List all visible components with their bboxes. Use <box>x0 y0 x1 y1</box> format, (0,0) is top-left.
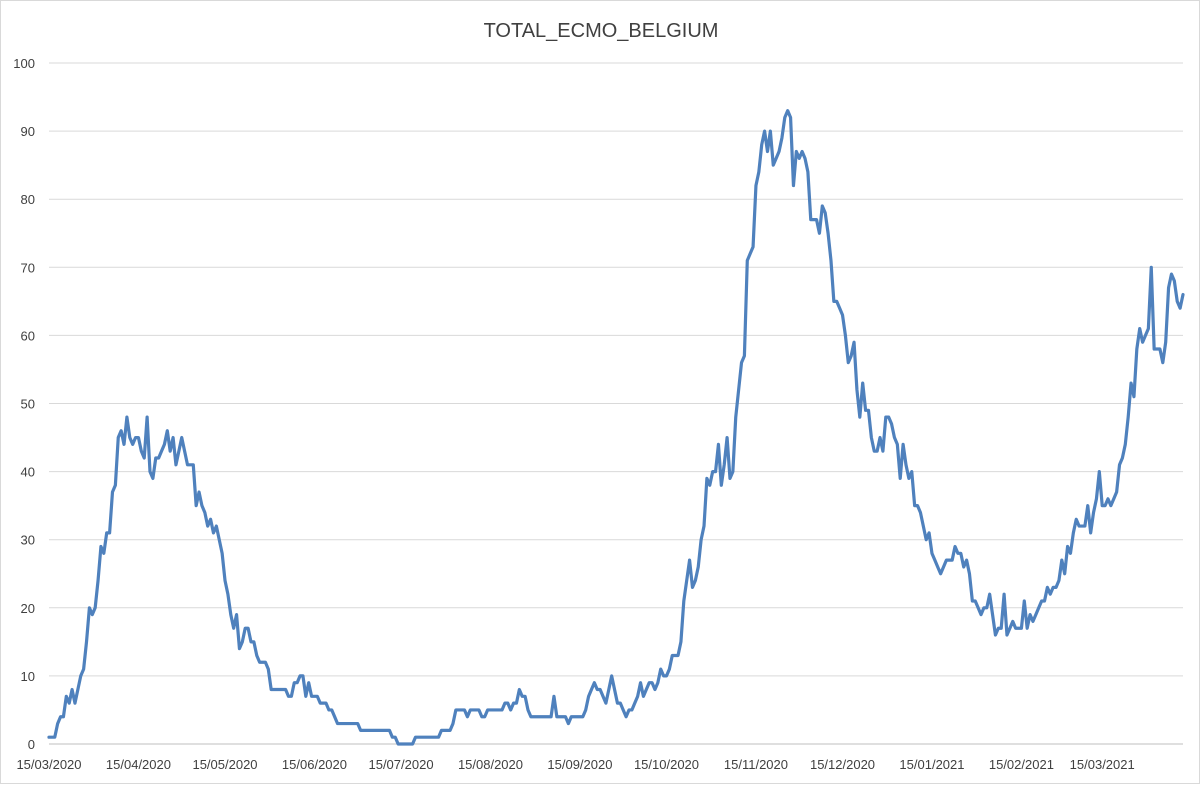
y-tick-label: 40 <box>21 465 35 480</box>
x-tick-label: 15/01/2021 <box>899 757 964 772</box>
chart-title: TOTAL_ECMO_BELGIUM <box>484 20 719 42</box>
y-tick-label: 100 <box>13 56 35 71</box>
y-tick-label: 80 <box>21 192 35 207</box>
y-tick-label: 0 <box>28 737 35 752</box>
y-tick-label: 20 <box>21 601 35 616</box>
y-tick-label: 50 <box>21 397 35 412</box>
x-tick-label: 15/03/2021 <box>1070 757 1135 772</box>
x-tick-label: 15/06/2020 <box>282 757 347 772</box>
x-tick-label: 15/12/2020 <box>810 757 875 772</box>
x-tick-label: 15/02/2021 <box>989 757 1054 772</box>
x-tick-label: 15/08/2020 <box>458 757 523 772</box>
y-axis-ticks: 0 10 20 30 40 50 60 70 80 90 100 <box>13 56 35 752</box>
y-tick-label: 70 <box>21 260 35 275</box>
series-layer <box>47 109 1185 746</box>
y-tick-label: 10 <box>21 669 35 684</box>
gridlines <box>49 62 1183 745</box>
x-tick-label: 15/03/2020 <box>16 757 81 772</box>
y-tick-label: 60 <box>21 328 35 343</box>
series-line-0 <box>47 109 1185 746</box>
y-tick-label: 90 <box>21 124 35 139</box>
x-tick-label: 15/09/2020 <box>547 757 612 772</box>
y-tick-label: 30 <box>21 533 35 548</box>
x-tick-label: 15/10/2020 <box>634 757 699 772</box>
x-axis-ticks: 15/03/2020 15/04/2020 15/05/2020 15/06/2020… <box>16 757 1134 772</box>
x-tick-label: 15/11/2020 <box>724 757 788 772</box>
x-tick-label: 15/05/2020 <box>192 757 257 772</box>
x-tick-label: 15/04/2020 <box>106 757 171 772</box>
x-tick-label: 15/07/2020 <box>368 757 433 772</box>
